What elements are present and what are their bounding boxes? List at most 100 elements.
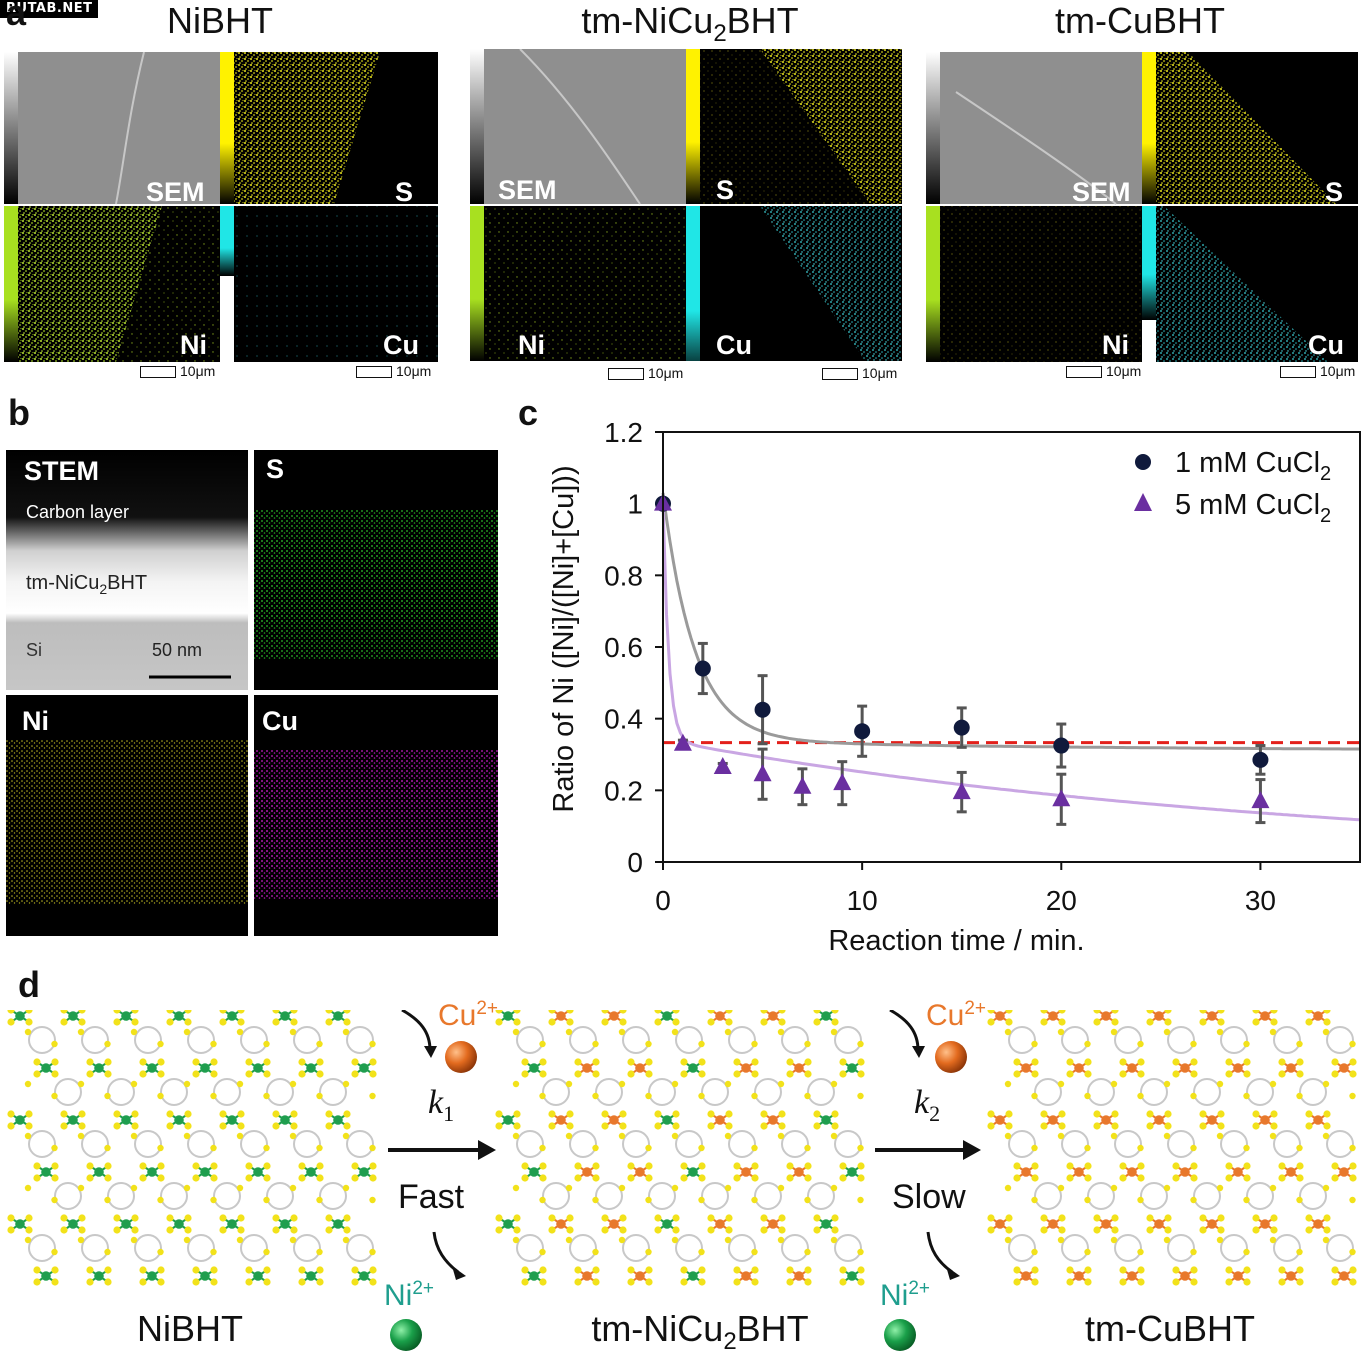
- metal-atom: [1180, 1063, 1190, 1073]
- metal-atom: [1260, 1219, 1270, 1229]
- metal-atom: [1048, 1219, 1058, 1229]
- plot-frame: [662, 431, 1361, 863]
- label-cu: Cu: [716, 330, 752, 360]
- metal-atom: [94, 1167, 104, 1177]
- label-s: S: [716, 175, 735, 205]
- metal-atom: [306, 1271, 316, 1281]
- slow-label: Slow: [892, 1178, 966, 1216]
- metal-atom: [1180, 1167, 1190, 1177]
- metal-atom: [715, 1219, 725, 1229]
- point-1mm: [854, 723, 871, 740]
- sem-image: [18, 52, 220, 204]
- panel-a-title-nicu2bht: tm-NiCu2BHT: [581, 0, 799, 48]
- metal-atom: [635, 1167, 645, 1177]
- metal-atom: [147, 1167, 157, 1177]
- metal-atom: [582, 1063, 592, 1073]
- metal-atom: [662, 1011, 672, 1021]
- rate-k2: k2: [914, 1084, 941, 1126]
- y-tick-label: 0.6: [604, 632, 643, 663]
- reaction-scheme: [7, 1010, 1357, 1286]
- metal-atom: [227, 1219, 237, 1229]
- metal-atom: [1048, 1011, 1058, 1021]
- y-tick-label: 1: [627, 489, 643, 520]
- panel-c-letter: c: [518, 392, 539, 433]
- point-1mm: [1252, 751, 1269, 768]
- metal-atom: [1339, 1271, 1349, 1281]
- curved-arrow-in: [889, 1010, 920, 1051]
- metal-atom: [1313, 1011, 1323, 1021]
- metal-atom: [821, 1219, 831, 1229]
- metal-atom: [1339, 1063, 1349, 1073]
- ni-ion-label: Ni2+: [384, 1278, 435, 1312]
- metal-atom: [529, 1271, 539, 1281]
- metal-atom: [1101, 1011, 1111, 1021]
- si-label: Si: [26, 640, 43, 660]
- label-s: S: [1325, 177, 1344, 207]
- metal-atom: [688, 1167, 698, 1177]
- point-5mm: [673, 733, 692, 751]
- metal-atom: [121, 1219, 131, 1229]
- metal-atom: [768, 1219, 778, 1229]
- stem-title: STEM: [24, 456, 100, 486]
- metal-atom: [1260, 1011, 1270, 1021]
- label-cu: Cu: [262, 706, 298, 736]
- metal-atom: [821, 1011, 831, 1021]
- name-cubht: tm-CuBHT: [1085, 1308, 1255, 1349]
- metal-atom: [306, 1063, 316, 1073]
- metal-atom: [121, 1011, 131, 1021]
- metal-atom: [1127, 1063, 1137, 1073]
- metal-atom: [333, 1115, 343, 1125]
- metal-atom: [503, 1115, 513, 1125]
- sem-image: [940, 52, 1142, 204]
- metal-atom: [1154, 1011, 1164, 1021]
- metal-atom: [609, 1115, 619, 1125]
- panel-b-letter: b: [8, 392, 30, 433]
- x-tick-label: 30: [1245, 885, 1276, 916]
- panel-a-title-nibht: NiBHT: [167, 0, 273, 41]
- metal-atom: [1074, 1271, 1084, 1281]
- metal-atom: [1021, 1271, 1031, 1281]
- metal-atom: [1286, 1167, 1296, 1177]
- metal-atom: [1233, 1271, 1243, 1281]
- metal-atom: [359, 1063, 369, 1073]
- metal-atom: [1101, 1219, 1111, 1229]
- scale-bar: 10μm: [1066, 363, 1141, 379]
- point-1mm: [1053, 737, 1070, 754]
- s-map: [760, 49, 902, 204]
- label-ni: Ni: [180, 330, 207, 360]
- metal-atom: [503, 1219, 513, 1229]
- curved-arrow-out: [926, 1231, 953, 1274]
- metal-atom: [253, 1063, 263, 1073]
- metal-atom: [847, 1167, 857, 1177]
- metal-atom: [1260, 1115, 1270, 1125]
- x-axis-label: Reaction time / min.: [828, 925, 1084, 957]
- x-tick-label: 0: [655, 885, 671, 916]
- label-s: S: [266, 454, 285, 484]
- metal-atom: [1207, 1011, 1217, 1021]
- cu-map: [760, 206, 902, 361]
- metal-atom: [227, 1011, 237, 1021]
- metal-atom: [1154, 1219, 1164, 1229]
- metal-atom: [174, 1011, 184, 1021]
- metal-atom: [280, 1115, 290, 1125]
- metal-atom: [768, 1115, 778, 1125]
- lattice-nicu2bht: [495, 1010, 865, 1286]
- stem-edx-maps: [6, 450, 498, 936]
- legend-label: 5 mM CuCl2: [1175, 489, 1331, 527]
- y-tick-label: 1.2: [604, 417, 643, 448]
- metal-atom: [1101, 1115, 1111, 1125]
- metal-atom: [1048, 1115, 1058, 1125]
- x-tick-label: 20: [1046, 885, 1077, 916]
- metal-atom: [174, 1219, 184, 1229]
- metal-atom: [68, 1115, 78, 1125]
- metal-atom: [147, 1271, 157, 1281]
- metal-atom: [556, 1011, 566, 1021]
- label-cu: Cu: [383, 330, 419, 360]
- point-5mm: [1251, 791, 1270, 809]
- metal-atom: [306, 1167, 316, 1177]
- metal-atom: [1313, 1219, 1323, 1229]
- metal-atom: [1074, 1063, 1084, 1073]
- metal-atom: [635, 1063, 645, 1073]
- label-ni: Ni: [22, 706, 49, 736]
- metal-atom: [1207, 1219, 1217, 1229]
